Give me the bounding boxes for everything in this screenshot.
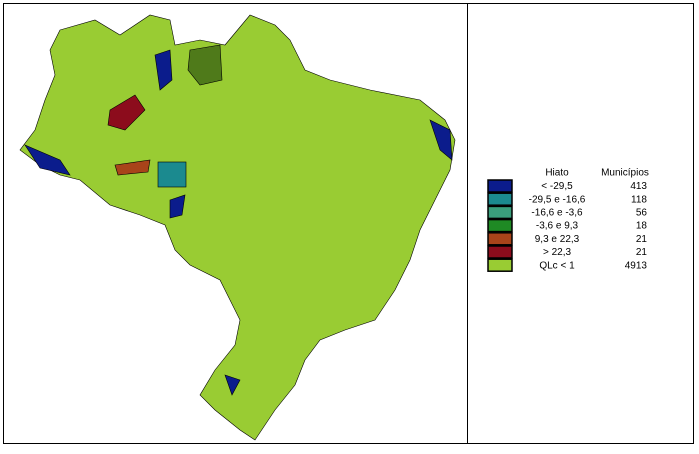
legend-count: 4913: [625, 260, 648, 271]
region: [157, 161, 187, 188]
legend-label: -3,6 e 9,3: [536, 221, 579, 232]
legend: Hiato Municípios < -29,5 413 -29,5 e -16,6 11…: [487, 168, 649, 272]
region: [154, 49, 173, 91]
legend-label: -29,5 e -16,6: [529, 194, 586, 205]
legend-count: 118: [631, 194, 647, 205]
legend-label: 9,3 e 22,3: [535, 234, 580, 245]
brazil-map: [19, 14, 456, 441]
legend-header: Hiato: [545, 168, 569, 179]
region: [187, 44, 223, 86]
legend-label: QLc < 1: [539, 260, 575, 271]
legend-swatch: [487, 179, 513, 193]
legend-swatch: [487, 218, 513, 233]
legend-label: -16,6 e -3,6: [531, 208, 583, 219]
legend-header: Municípios: [601, 168, 649, 179]
region: [24, 144, 71, 176]
legend-count: 21: [636, 234, 648, 245]
legend-swatch: [487, 258, 513, 272]
legend-swatch: [487, 205, 513, 220]
legend-label: > 22,3: [543, 247, 572, 258]
region: [107, 94, 146, 131]
legend-count: 21: [636, 247, 648, 258]
legend-count: 56: [636, 208, 648, 219]
legend-count: 18: [636, 221, 648, 232]
legend-swatch: [487, 245, 513, 259]
legend-label: < -29,5: [541, 181, 573, 192]
legend-swatch: [487, 232, 513, 246]
legend-swatch: [487, 192, 513, 206]
region: [169, 194, 186, 219]
region: [429, 119, 453, 161]
legend-count: 413: [630, 181, 647, 192]
region: [224, 374, 241, 396]
region: [114, 159, 151, 176]
